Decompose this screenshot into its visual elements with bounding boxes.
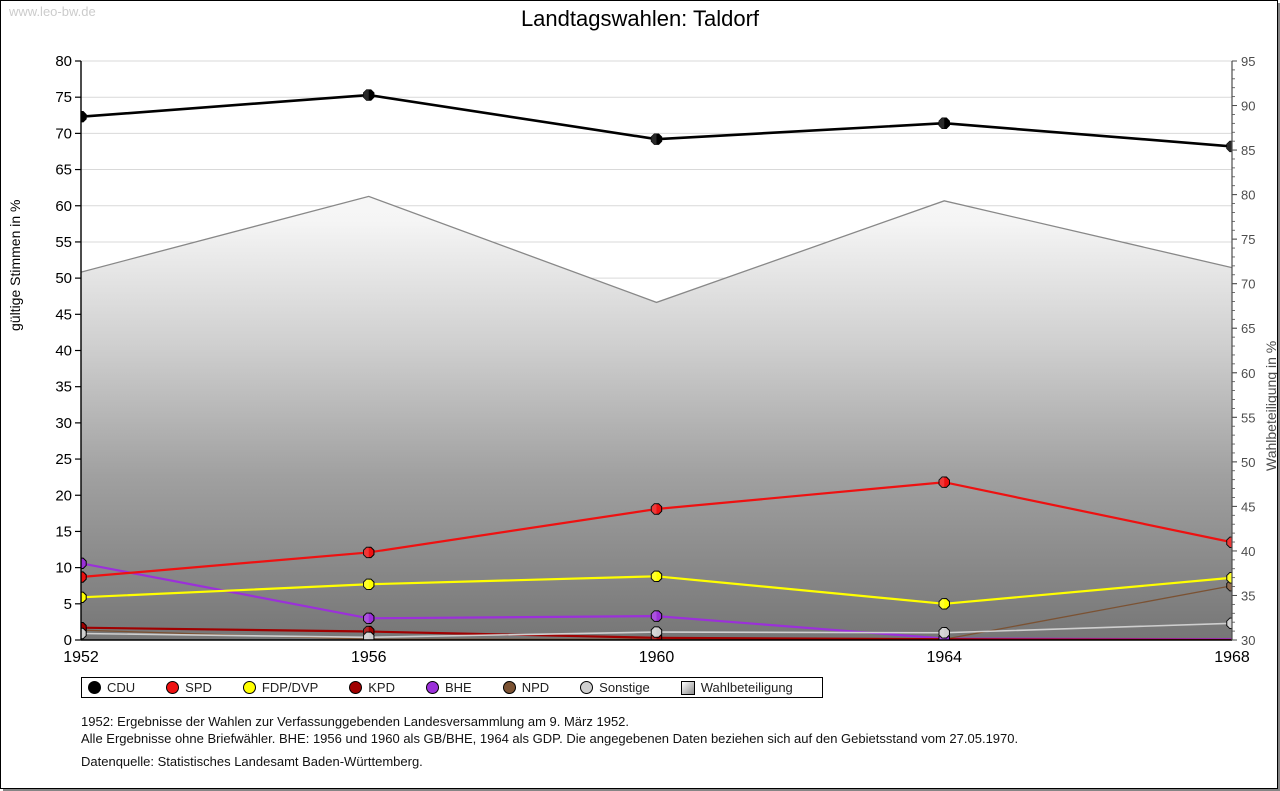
svg-text:95: 95 [1241, 54, 1255, 69]
svg-text:65: 65 [55, 162, 72, 179]
svg-text:30: 30 [1241, 633, 1255, 648]
svg-text:5: 5 [64, 596, 72, 613]
svg-text:70: 70 [55, 125, 72, 142]
svg-text:75: 75 [55, 89, 72, 106]
svg-text:65: 65 [1241, 321, 1255, 336]
svg-text:75: 75 [1241, 232, 1255, 247]
svg-text:60: 60 [1241, 366, 1255, 381]
svg-text:35: 35 [1241, 588, 1255, 603]
svg-text:1968: 1968 [1214, 649, 1250, 666]
svg-text:45: 45 [1241, 499, 1255, 514]
svg-text:70: 70 [1241, 277, 1255, 292]
svg-text:1960: 1960 [639, 649, 675, 666]
svg-text:0: 0 [64, 632, 72, 649]
svg-text:20: 20 [55, 487, 72, 504]
svg-text:55: 55 [1241, 410, 1255, 425]
svg-text:35: 35 [55, 379, 72, 396]
svg-text:45: 45 [55, 306, 72, 323]
svg-text:15: 15 [55, 523, 72, 540]
svg-text:1956: 1956 [351, 649, 387, 666]
svg-text:90: 90 [1241, 99, 1255, 114]
svg-text:60: 60 [55, 198, 72, 215]
svg-text:1952: 1952 [63, 649, 99, 666]
svg-text:55: 55 [55, 234, 72, 251]
svg-text:40: 40 [55, 343, 72, 360]
svg-text:50: 50 [1241, 455, 1255, 470]
svg-text:85: 85 [1241, 143, 1255, 158]
svg-text:80: 80 [55, 53, 72, 70]
svg-text:10: 10 [55, 560, 72, 577]
svg-text:80: 80 [1241, 188, 1255, 203]
svg-text:50: 50 [55, 270, 72, 287]
svg-text:25: 25 [55, 451, 72, 468]
svg-text:40: 40 [1241, 544, 1255, 559]
svg-text:30: 30 [55, 415, 72, 432]
svg-text:1964: 1964 [926, 649, 962, 666]
